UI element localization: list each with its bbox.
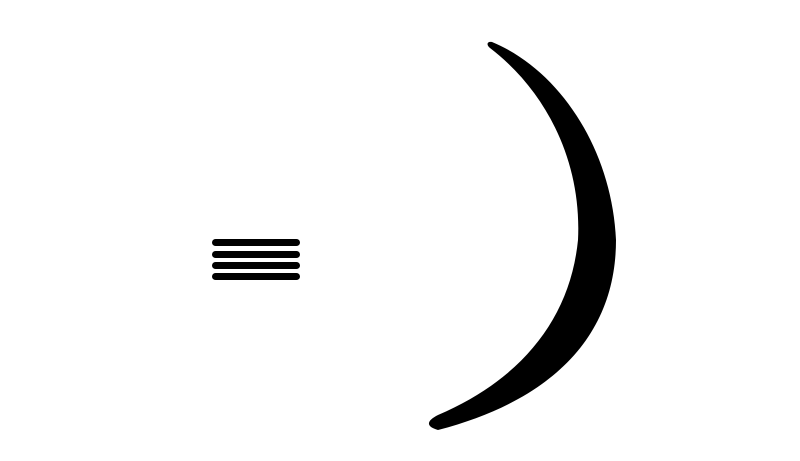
legend: [212, 239, 300, 280]
legend-rod: [212, 239, 300, 246]
retina-crescent: [428, 41, 616, 430]
legend-rod: [212, 273, 300, 280]
legend-rods: [212, 239, 300, 280]
legend-rod: [212, 262, 300, 269]
legend-rod: [212, 251, 300, 258]
